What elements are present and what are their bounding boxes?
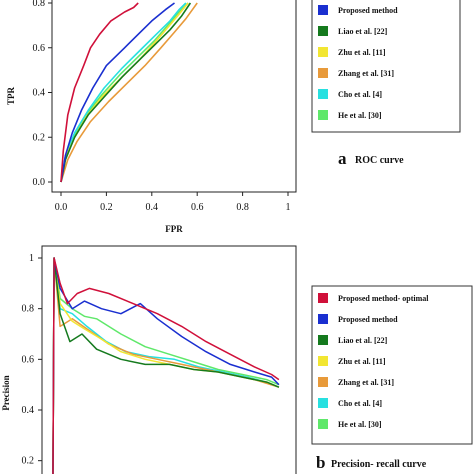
roc-caption: ROC curve xyxy=(355,155,404,166)
roc-y-tick-label: 0.8 xyxy=(33,0,46,9)
pr-legend-label: Cho et al. [4] xyxy=(338,399,382,408)
roc-legend-swatch xyxy=(318,47,328,57)
roc-legend-label: He et al. [30] xyxy=(338,111,382,120)
pr-legend-box xyxy=(311,285,473,445)
roc-series-line xyxy=(60,2,175,183)
pr-legend: Proposed method- optimal Proposed method L… xyxy=(318,293,429,429)
roc-legend-label: Zhu et al. [11] xyxy=(338,48,386,57)
pr-legend-swatch xyxy=(318,398,328,408)
roc-x-axis: 0.0 0.2 0.4 0.6 0.8 1 xyxy=(55,192,291,213)
pr-series-group xyxy=(52,257,280,474)
roc-legend-label: Cho et al. [4] xyxy=(338,90,382,99)
roc-x-tick-label: 0.8 xyxy=(236,202,249,213)
roc-legend-label: Zhang et al. [31] xyxy=(338,69,394,78)
pr-legend-label: Zhang et al. [31] xyxy=(338,378,394,387)
roc-x-axis-title: FPR xyxy=(165,224,183,234)
roc-x-tick-label: 0.4 xyxy=(146,202,159,213)
pr-series-line xyxy=(52,257,280,474)
roc-x-tick-label: 1 xyxy=(286,202,291,213)
pr-legend-label: Proposed method- optimal xyxy=(338,294,429,303)
pr-legend-label: Zhu et al. [11] xyxy=(338,357,386,366)
roc-series-line xyxy=(60,2,192,183)
pr-caption: Precision- recall curve xyxy=(331,459,427,470)
pr-legend-swatch xyxy=(318,314,328,324)
roc-legend-swatch xyxy=(318,89,328,99)
roc-legend-box xyxy=(311,0,461,133)
pr-legend-swatch xyxy=(318,335,328,345)
roc-legend-swatch xyxy=(318,26,328,36)
roc-series-line xyxy=(60,2,187,183)
roc-chart: 0.0 0.2 0.4 0.6 0.8 0.0 0.2 0.4 0.6 0.8 1 TPR FPR… xyxy=(6,0,461,234)
roc-y-axis: 0.0 0.2 0.4 0.6 0.8 xyxy=(33,0,52,188)
roc-legend: Proposed method Liao et al. [22] Zhu et al… xyxy=(318,5,398,120)
pr-legend-swatch xyxy=(318,356,328,366)
roc-y-tick-label: 0.2 xyxy=(33,132,46,143)
roc-y-tick-label: 0.6 xyxy=(33,43,46,54)
roc-y-tick-label: 0.0 xyxy=(33,177,46,188)
roc-legend-label: Proposed method xyxy=(338,6,398,15)
roc-series-line xyxy=(60,2,139,183)
roc-series-group xyxy=(60,2,198,183)
roc-x-tick-label: 0.0 xyxy=(55,202,68,213)
pr-series-line xyxy=(52,257,280,474)
roc-y-tick-label: 0.4 xyxy=(33,88,46,99)
roc-series-line xyxy=(60,2,198,183)
pr-legend-label: He et al. [30] xyxy=(338,420,382,429)
pr-y-tick-label: 0.2 xyxy=(22,456,35,467)
roc-legend-swatch xyxy=(318,5,328,15)
pr-series-line xyxy=(52,257,280,474)
pr-y-axis: 1 0.8 0.6 0.4 0.2 xyxy=(22,253,42,467)
roc-x-tick-label: 0.2 xyxy=(100,202,113,213)
pr-caption-letter: b xyxy=(316,453,325,472)
pr-y-axis-title: Precision xyxy=(1,375,11,410)
pr-y-tick-label: 1 xyxy=(29,253,34,264)
precision-recall-chart: 1 0.8 0.6 0.4 0.2 Precision Proposed method-… xyxy=(1,245,473,474)
roc-y-axis-title: TPR xyxy=(6,86,16,105)
pr-series-line xyxy=(52,257,280,474)
roc-legend-label: Liao et al. [22] xyxy=(338,27,388,36)
roc-legend-swatch xyxy=(318,68,328,78)
pr-y-tick-label: 0.8 xyxy=(22,304,35,315)
pr-legend-swatch xyxy=(318,293,328,303)
pr-y-tick-label: 0.6 xyxy=(22,354,35,365)
pr-plot-frame xyxy=(41,245,297,474)
pr-legend-swatch xyxy=(318,377,328,387)
pr-series-line xyxy=(52,257,280,474)
pr-series-line xyxy=(52,257,280,474)
pr-legend-label: Proposed method xyxy=(338,315,398,324)
pr-legend-swatch xyxy=(318,419,328,429)
roc-caption-letter: a xyxy=(338,149,347,168)
roc-plot-frame xyxy=(51,0,297,193)
pr-y-tick-label: 0.4 xyxy=(22,405,35,416)
roc-x-tick-label: 0.6 xyxy=(191,202,204,213)
pr-legend-label: Liao et al. [22] xyxy=(338,336,388,345)
pr-series-line xyxy=(52,257,280,474)
roc-legend-swatch xyxy=(318,110,328,120)
